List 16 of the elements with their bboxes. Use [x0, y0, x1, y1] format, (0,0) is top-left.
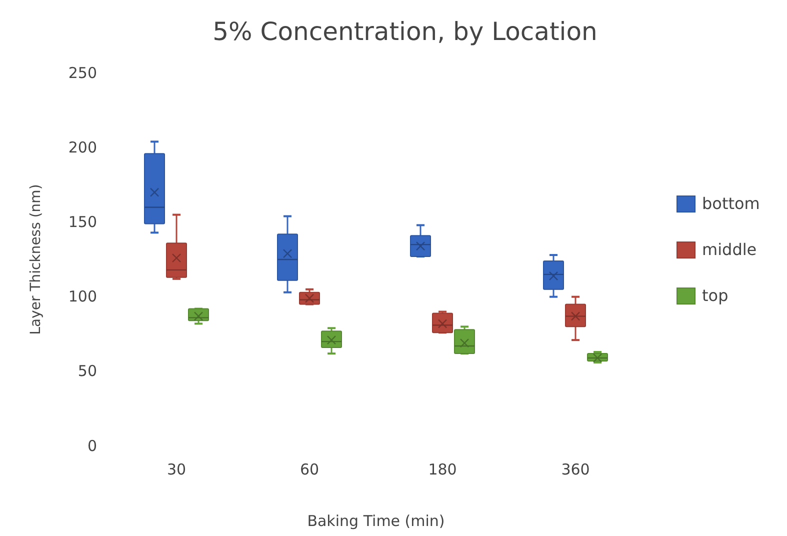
x-axis-title: Baking Time (min) — [307, 512, 445, 530]
y-tick-label: 250 — [68, 64, 97, 82]
x-tick-label: 60 — [300, 460, 320, 479]
legend-label: top — [702, 286, 728, 305]
y-tick-label: 200 — [68, 138, 97, 156]
y-tick-label: 0 — [87, 436, 97, 455]
y-axis-title: Layer Thickness (nm) — [28, 184, 44, 335]
legend-label: middle — [702, 240, 757, 259]
chart-title: 5% Concentration, by Location — [212, 17, 598, 46]
y-tick-label: 100 — [68, 288, 97, 306]
y-tick-label: 150 — [68, 213, 97, 231]
x-tick-label: 30 — [166, 460, 186, 479]
legend-label: bottom — [702, 194, 760, 213]
x-tick-label: 180 — [428, 460, 457, 479]
x-tick-label: 360 — [561, 460, 590, 479]
y-tick-label: 50 — [78, 362, 97, 380]
